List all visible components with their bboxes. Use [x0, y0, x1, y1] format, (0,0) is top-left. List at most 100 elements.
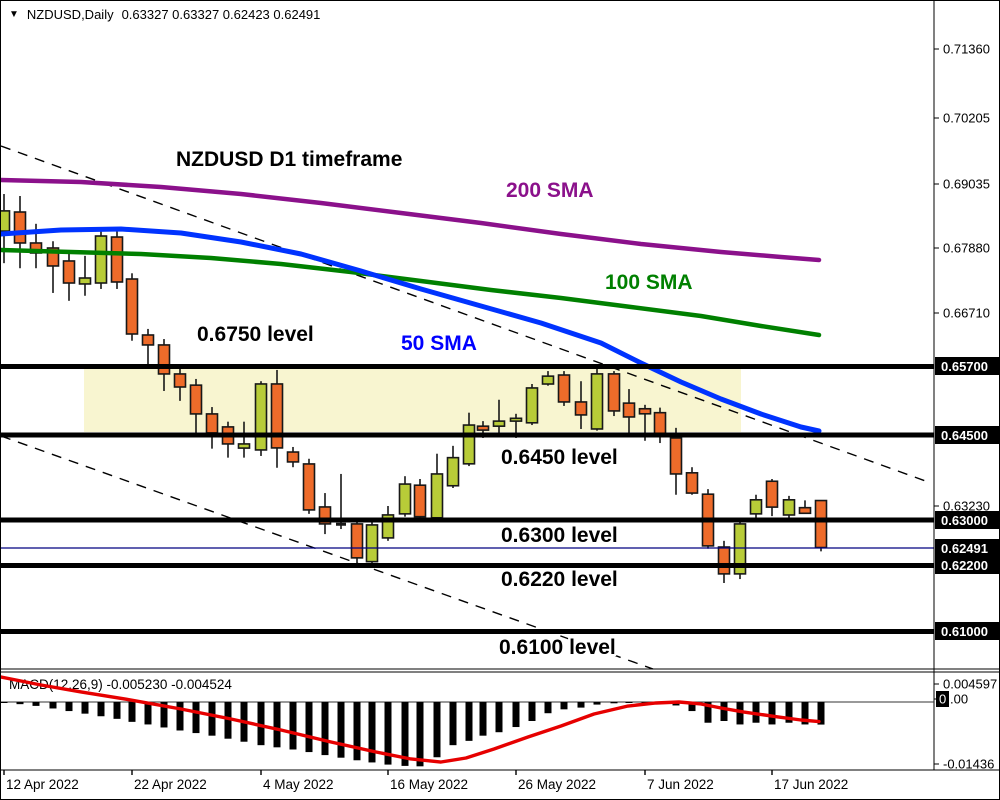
- candle-body: [557, 374, 571, 403]
- candle[interactable]: [525, 384, 539, 426]
- candle[interactable]: [574, 381, 588, 429]
- candle[interactable]: [622, 389, 636, 437]
- candle[interactable]: [302, 458, 316, 514]
- axis-label-bg: [935, 539, 999, 557]
- candle[interactable]: [125, 273, 139, 341]
- candle[interactable]: [685, 467, 699, 495]
- macd-bar: [289, 702, 297, 750]
- candle[interactable]: [94, 228, 108, 289]
- axis-label-bg: [936, 691, 949, 707]
- candle[interactable]: [492, 399, 506, 437]
- candle-body: [46, 247, 60, 267]
- macd-bar: [65, 702, 73, 712]
- candle[interactable]: [446, 445, 460, 489]
- candle[interactable]: [318, 493, 332, 535]
- sma50-line[interactable]: [1, 226, 822, 434]
- level-axis-label: 0.63000: [935, 511, 999, 529]
- candle-body: [398, 483, 412, 515]
- macd-bar: [720, 702, 728, 721]
- current-price-axis-label: 0.62491: [935, 539, 999, 557]
- candle[interactable]: [782, 495, 796, 519]
- candle[interactable]: [733, 518, 747, 580]
- macd-bar: [577, 702, 585, 708]
- candle[interactable]: [381, 505, 395, 541]
- candle[interactable]: [669, 427, 683, 495]
- axis-label-text: 0.62491: [941, 541, 988, 556]
- candle[interactable]: [365, 521, 379, 567]
- candle-body: [173, 373, 187, 388]
- candle[interactable]: [765, 479, 779, 517]
- chart-title: NZDUSD D1 timeframe: [176, 148, 402, 171]
- candle[interactable]: [237, 421, 251, 458]
- candle[interactable]: [62, 250, 76, 301]
- level-axis-label: 0.62200: [935, 556, 999, 574]
- candle[interactable]: [541, 371, 555, 386]
- symbol-dropdown-icon[interactable]: ▼: [9, 9, 19, 20]
- macd-bar: [768, 702, 776, 725]
- candle-body: [286, 451, 300, 463]
- axis-label-text: 0.64500: [941, 428, 988, 443]
- axis-label-text: 0.61000: [941, 624, 988, 639]
- macd-bar: [32, 702, 40, 706]
- candle[interactable]: [749, 494, 763, 518]
- candle[interactable]: [286, 446, 300, 468]
- candle[interactable]: [254, 381, 268, 456]
- candle[interactable]: [270, 369, 284, 468]
- candle[interactable]: [189, 378, 203, 433]
- macd-bar: [49, 702, 57, 709]
- candle[interactable]: [557, 371, 571, 406]
- candle-body: [669, 437, 683, 475]
- macd-zero-axis-label: 0.00: [936, 691, 968, 707]
- date-tick-label: 22 Apr 2022: [134, 777, 207, 792]
- trendline-dashed-1[interactable]: [1, 145, 932, 484]
- price-tick-label: 0.63230: [943, 499, 990, 514]
- macd-bar: [97, 702, 105, 717]
- candle-body: [350, 523, 364, 559]
- candle-body: [685, 472, 699, 494]
- macd-bar: [593, 702, 601, 705]
- sma200-line[interactable]: [1, 177, 822, 263]
- candle-body: [622, 402, 636, 418]
- macd-bar: [257, 702, 265, 746]
- axis-label-bg: [935, 426, 999, 444]
- sma100-line[interactable]: [1, 247, 822, 338]
- candle[interactable]: [798, 500, 812, 515]
- date-tick-label: 7 Jun 2022: [647, 777, 714, 792]
- macd-tick-label: 0.004597: [943, 677, 997, 692]
- level-axis-label: 0.65700: [935, 357, 999, 375]
- candle[interactable]: [398, 476, 412, 517]
- macd-bar: [449, 702, 457, 746]
- macd-bar: [368, 702, 376, 763]
- macd-signal-line[interactable]: [1, 675, 821, 764]
- candle[interactable]: [141, 328, 155, 366]
- macd-bar: [208, 702, 216, 736]
- candle[interactable]: [814, 499, 828, 552]
- date-tick-label: 17 Jun 2022: [774, 777, 848, 792]
- axis-label-bg: [935, 622, 999, 640]
- candle[interactable]: [110, 231, 124, 289]
- macd-bar: [495, 702, 503, 733]
- price-tick-label: 0.67880: [943, 241, 990, 256]
- candle-body: [270, 383, 284, 449]
- candle-body: [782, 499, 796, 516]
- candle-body: [653, 411, 667, 435]
- candle-body: [413, 484, 427, 518]
- candle[interactable]: [78, 255, 92, 296]
- candle[interactable]: [173, 368, 187, 401]
- candle-body: [205, 413, 219, 434]
- macd-bar: [610, 702, 618, 704]
- candle[interactable]: [607, 371, 621, 417]
- axis-label-text: 0.65700: [941, 359, 988, 374]
- sma-label: 100 SMA: [605, 271, 693, 294]
- candle-body: [509, 417, 523, 422]
- candle[interactable]: [590, 368, 604, 431]
- level-axis-label: 0.64500: [935, 426, 999, 444]
- macd-bar: [273, 702, 281, 748]
- candle-body: [1, 210, 11, 232]
- price-tick-label: 0.70205: [943, 111, 990, 126]
- candle[interactable]: [350, 518, 364, 564]
- candle[interactable]: [413, 479, 427, 522]
- macd-bar: [353, 702, 361, 761]
- candle[interactable]: [462, 412, 476, 467]
